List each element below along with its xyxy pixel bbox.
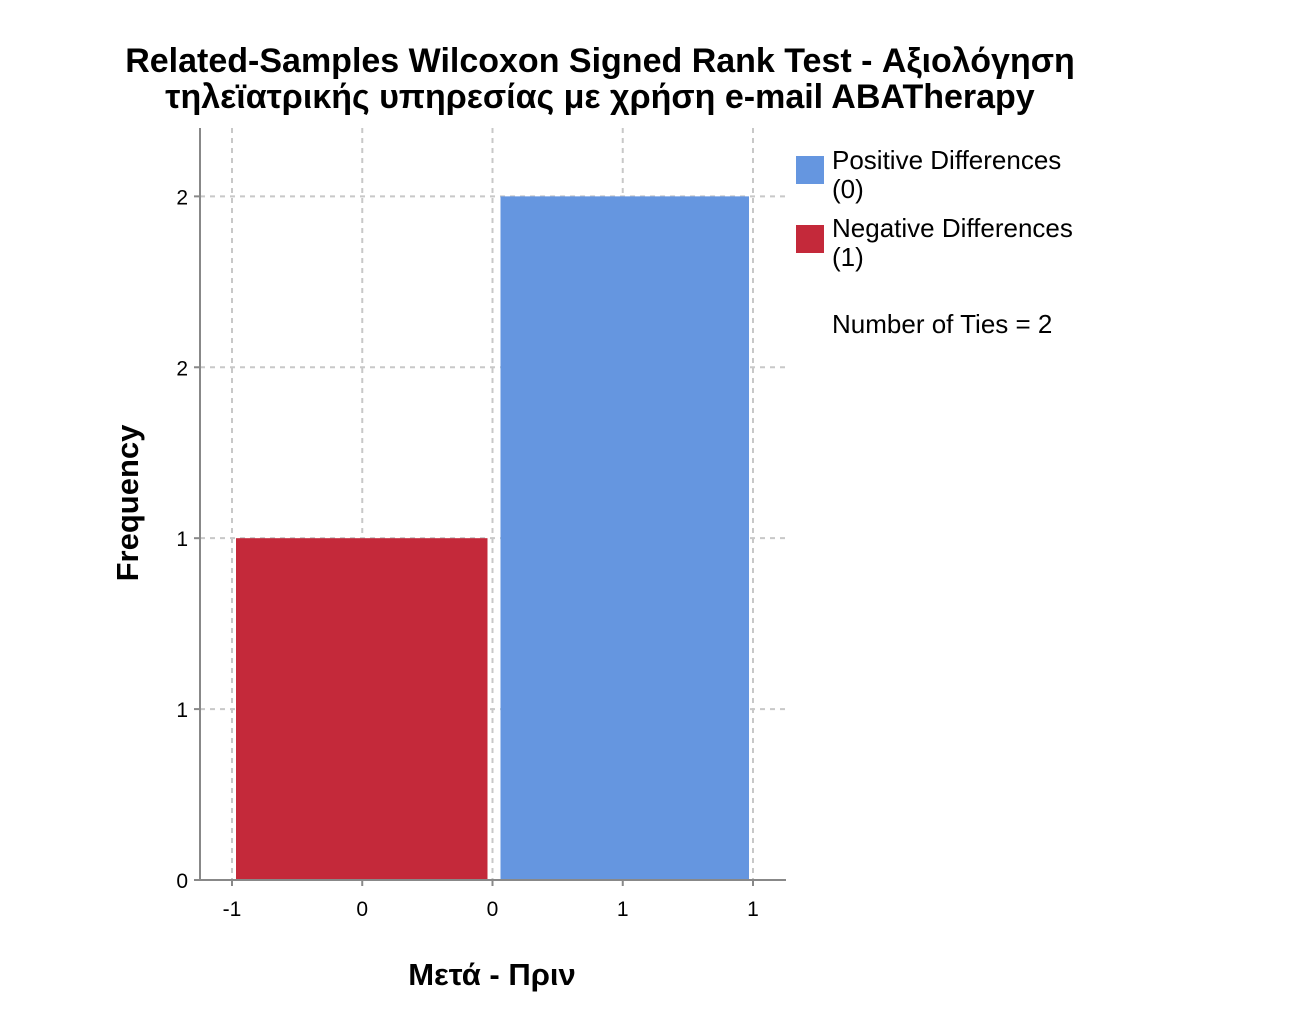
x-tick-labels: -1 0 0 1 1 [223, 898, 759, 921]
legend-label-negative-line2: (1) [832, 242, 864, 272]
legend-label-positive-line1: Positive Differences [832, 145, 1061, 175]
legend-swatch-negative [796, 225, 824, 253]
chart-title-line-1: Related-Samples Wilcoxon Signed Rank Tes… [125, 42, 1075, 80]
bar-positive [500, 196, 749, 880]
legend-swatch-positive [796, 156, 824, 184]
legend: Positive Differences (0) Negative Differ… [796, 145, 1073, 339]
axes-layer [194, 128, 786, 886]
x-axis-title: Μετά - Πριν [408, 957, 576, 992]
y-tick-labels: 0 1 1 2 2 [176, 186, 188, 893]
y-tick-label: 2 [176, 357, 188, 380]
y-tick-label: 1 [176, 699, 188, 722]
chart-title-line-2: τηλεϊατρικής υπηρεσίας με χρήση e-mail A… [165, 78, 1035, 116]
y-tick-label: 0 [176, 870, 188, 893]
y-tick-label: 2 [176, 186, 188, 209]
x-tick-label: -1 [223, 898, 242, 921]
x-tick-label: 1 [617, 898, 629, 921]
x-tick-label: 1 [747, 898, 759, 921]
grid-lines [200, 128, 786, 880]
legend-label-negative-line1: Negative Differences [832, 213, 1073, 243]
y-axis-title: Frequency [110, 424, 145, 582]
x-tick-label: 0 [487, 898, 499, 921]
bars-layer [236, 196, 749, 880]
y-tick-label: 1 [176, 528, 188, 551]
x-tick-label: 0 [356, 898, 368, 921]
bar-negative [236, 538, 488, 880]
ties-annotation: Number of Ties = 2 [832, 309, 1052, 339]
legend-label-positive-line2: (0) [832, 174, 864, 204]
